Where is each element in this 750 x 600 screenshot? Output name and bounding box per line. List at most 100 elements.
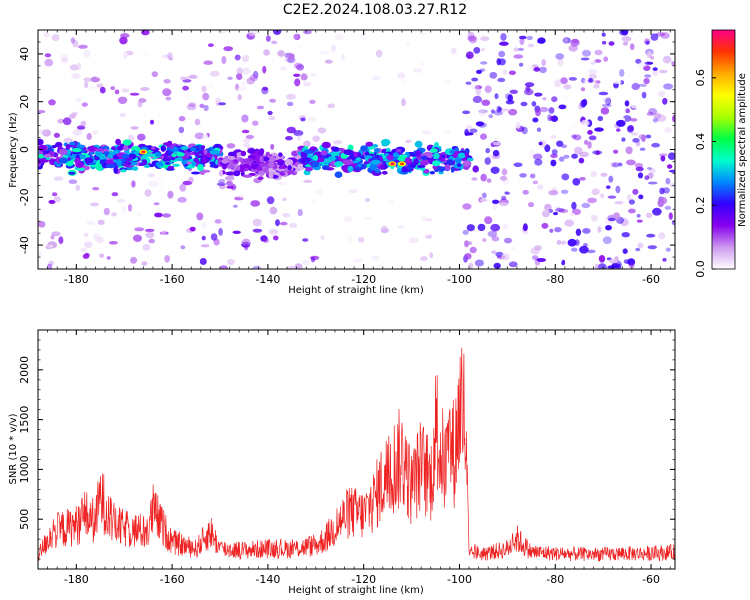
heatmap-cell (641, 91, 647, 99)
heatmap-cell (278, 152, 283, 157)
heatmap-cell (464, 129, 469, 137)
heatmap-cell (136, 212, 141, 217)
heatmap-cell (421, 230, 430, 237)
heatmap-cell (488, 114, 494, 119)
heatmap-cell (643, 65, 651, 71)
heatmap-cell (466, 125, 473, 130)
spectrogram-x-label: Height of straight line (km) (288, 285, 424, 296)
heatmap-cell (372, 255, 380, 260)
heatmap-cell (530, 173, 536, 179)
heatmap-cell (419, 159, 429, 166)
heatmap-cell (108, 241, 118, 245)
heatmap-cell (492, 203, 498, 211)
heatmap-cell (562, 95, 569, 101)
heatmap-cell (275, 219, 280, 227)
heatmap-cell (116, 198, 126, 203)
heatmap-cell (282, 197, 287, 202)
snr-x-label: Height of straight line (km) (288, 585, 424, 596)
heatmap-cell (119, 36, 128, 45)
heatmap-cell (365, 141, 374, 147)
heatmap-cell (297, 209, 303, 217)
heatmap-cell (111, 212, 118, 217)
heatmap-cell (348, 189, 358, 194)
heatmap-cell (473, 47, 481, 54)
heatmap-cell (182, 180, 193, 186)
heatmap-cell (558, 104, 567, 110)
x-tick-label: -180 (64, 273, 89, 286)
heatmap-cell (462, 229, 469, 235)
heatmap-cell (635, 166, 644, 172)
heatmap-cell (236, 167, 241, 171)
heatmap-cell (293, 33, 299, 40)
heatmap-cell (178, 116, 186, 122)
x-tick-label: -160 (160, 273, 185, 286)
heatmap-cell (621, 137, 626, 142)
heatmap-peak (390, 162, 395, 166)
heatmap-peak (141, 150, 146, 154)
heatmap-cell (260, 235, 268, 242)
heatmap-cell (240, 150, 247, 157)
heatmap-cell (623, 259, 631, 264)
heatmap-cell (646, 51, 653, 59)
heatmap-cell (472, 95, 483, 104)
heatmap-cell (635, 140, 641, 147)
heatmap-cell (587, 130, 593, 135)
heatmap-cell (172, 146, 179, 152)
heatmap-cell (162, 213, 172, 218)
heatmap-cell (539, 106, 549, 113)
heatmap-cell (165, 96, 172, 101)
heatmap-cell (462, 203, 472, 210)
heatmap-cell (664, 127, 672, 133)
heatmap-cell (238, 193, 244, 199)
heatmap-cell (406, 41, 410, 47)
heatmap-cell (637, 172, 644, 179)
heatmap-cell (281, 213, 291, 218)
heatmap-cell (643, 78, 650, 85)
heatmap-cell (227, 151, 237, 157)
heatmap-cell (489, 71, 498, 79)
heatmap-cell (392, 152, 399, 158)
snr-y-label: SNR (10 * v/v) (8, 413, 19, 484)
heatmap-cell (300, 73, 308, 81)
heatmap-cell (616, 128, 621, 132)
x-tick-label: -80 (546, 573, 564, 586)
heatmap-cell (646, 233, 656, 238)
heatmap-cell (361, 164, 367, 170)
heatmap-cell (655, 32, 666, 37)
heatmap-cell (645, 212, 653, 218)
heatmap-cell (115, 138, 121, 145)
heatmap-cell (420, 216, 427, 222)
heatmap-cell (490, 109, 495, 114)
heatmap-cell (513, 162, 523, 168)
heatmap-cell (606, 185, 611, 189)
heatmap-cell (434, 142, 439, 147)
heatmap-cell (491, 250, 497, 255)
heatmap-cell (471, 177, 478, 181)
heatmap-cell (301, 157, 311, 161)
heatmap-cell (635, 247, 641, 252)
heatmap-cell (141, 261, 148, 266)
heatmap-cell (38, 129, 48, 134)
heatmap-cell (129, 92, 140, 96)
heatmap-cell (578, 157, 585, 164)
heatmap-cell (525, 65, 534, 71)
heatmap-cell (658, 196, 668, 205)
heatmap-cell (381, 138, 391, 146)
heatmap-cell (138, 162, 146, 166)
heatmap-cell (245, 134, 254, 140)
heatmap-cell (268, 228, 279, 235)
heatmap-cell (144, 228, 155, 233)
heatmap-cell (481, 47, 486, 52)
heatmap-cell (492, 199, 500, 204)
heatmap-cell (404, 157, 412, 164)
heatmap-cell (487, 230, 498, 238)
heatmap-cell (189, 147, 197, 152)
heatmap-cell (574, 146, 583, 155)
heatmap-cell (518, 179, 528, 184)
heatmap-cell (201, 235, 206, 241)
heatmap-cell (365, 198, 371, 202)
heatmap-cell (636, 214, 641, 218)
heatmap-cell (648, 108, 658, 115)
heatmap-cell (241, 129, 250, 134)
heatmap-cell (92, 187, 100, 191)
